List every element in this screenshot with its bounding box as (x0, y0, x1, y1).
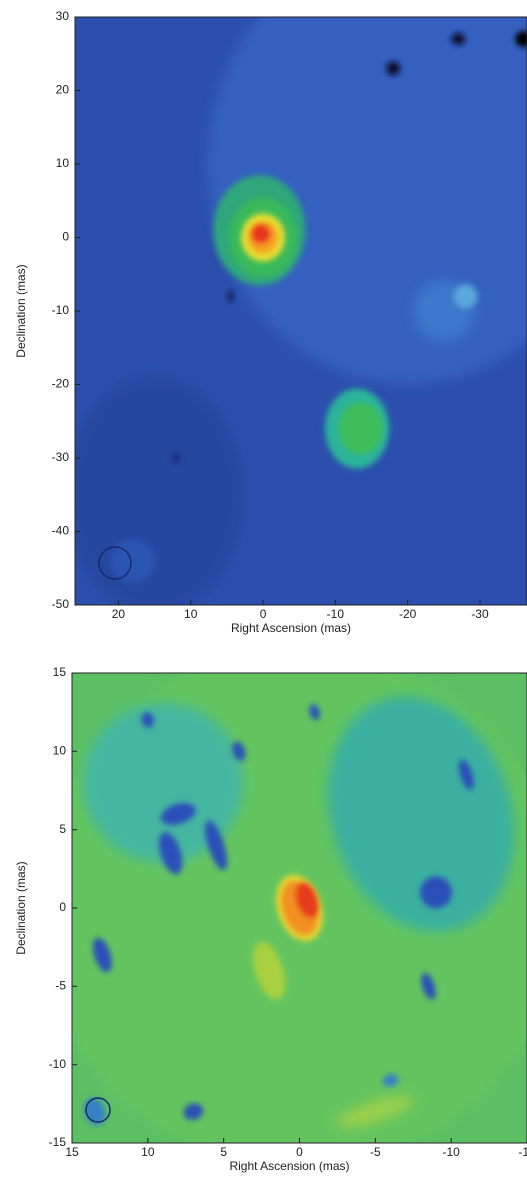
x-tick-label: 0 (260, 607, 267, 621)
intensity-region (327, 696, 515, 932)
intensity-region (382, 1074, 399, 1087)
y-tick-label: 0 (59, 900, 66, 914)
intensity-region (386, 61, 401, 76)
beam (98, 546, 132, 580)
x-tick-label: 15 (65, 1145, 79, 1159)
intensity-region (451, 33, 466, 46)
intensity-region (171, 453, 182, 463)
plot-image (75, 17, 527, 605)
intensity-region (232, 741, 246, 762)
intensity-region (141, 712, 155, 728)
y-tick-label: -5 (55, 979, 66, 993)
x-axis-label: Right Ascension (mas) (229, 1159, 349, 1173)
x-tick-label: 10 (141, 1145, 155, 1159)
intensity-region (252, 941, 286, 1000)
intensity-region (205, 820, 228, 871)
intensity-region (110, 538, 155, 583)
intensity-region (158, 832, 183, 875)
y-axis-label: Declination (mas) (14, 861, 28, 954)
intensity-region (227, 291, 234, 302)
intensity-region (515, 31, 527, 48)
intensity-region (420, 876, 452, 909)
intensity-region (183, 1103, 204, 1120)
y-tick-label: -50 (52, 597, 70, 611)
x-tick-label: 20 (112, 607, 126, 621)
intensity-region (92, 937, 112, 973)
y-tick-label: 0 (62, 230, 69, 244)
intensity-region (458, 759, 474, 791)
x-tick-label: -10 (442, 1145, 460, 1159)
intensity-region (160, 802, 196, 826)
y-tick-label: -40 (52, 524, 70, 538)
intensity-region (309, 704, 321, 720)
intensity-region (75, 374, 245, 605)
y-tick-label: 5 (59, 822, 66, 836)
y-axis-label: Declination (mas) (14, 264, 28, 357)
x-tick-label: 10 (184, 607, 198, 621)
x-axis-label: Right Ascension (mas) (231, 621, 351, 635)
y-tick-label: -10 (49, 1057, 67, 1071)
intensity-region (251, 224, 270, 243)
intensity-region (83, 702, 243, 863)
intensity-region (338, 402, 383, 455)
intensity-region (421, 972, 436, 1000)
plot-image (72, 673, 527, 1143)
y-tick-label: 10 (56, 156, 70, 170)
x-tick-label: -20 (399, 607, 417, 621)
x-tick-label: 5 (220, 1145, 227, 1159)
x-tick-label: -5 (370, 1145, 381, 1159)
intensity-region (337, 1096, 414, 1128)
y-tick-label: 20 (56, 83, 70, 97)
y-tick-label: -15 (49, 1135, 67, 1149)
y-tick-label: 10 (53, 744, 67, 758)
y-tick-label: 30 (56, 9, 70, 23)
y-tick-label: -10 (52, 303, 70, 317)
y-tick-label: -20 (52, 377, 70, 391)
intensity-region (453, 284, 478, 309)
beam (85, 1097, 111, 1123)
intensity-region (296, 882, 319, 918)
x-tick-label: -15 (518, 1145, 527, 1159)
y-tick-label: 15 (53, 665, 67, 679)
x-tick-label: 0 (296, 1145, 303, 1159)
x-tick-label: -10 (327, 607, 345, 621)
x-tick-label: -30 (471, 607, 489, 621)
y-tick-label: -30 (52, 450, 70, 464)
